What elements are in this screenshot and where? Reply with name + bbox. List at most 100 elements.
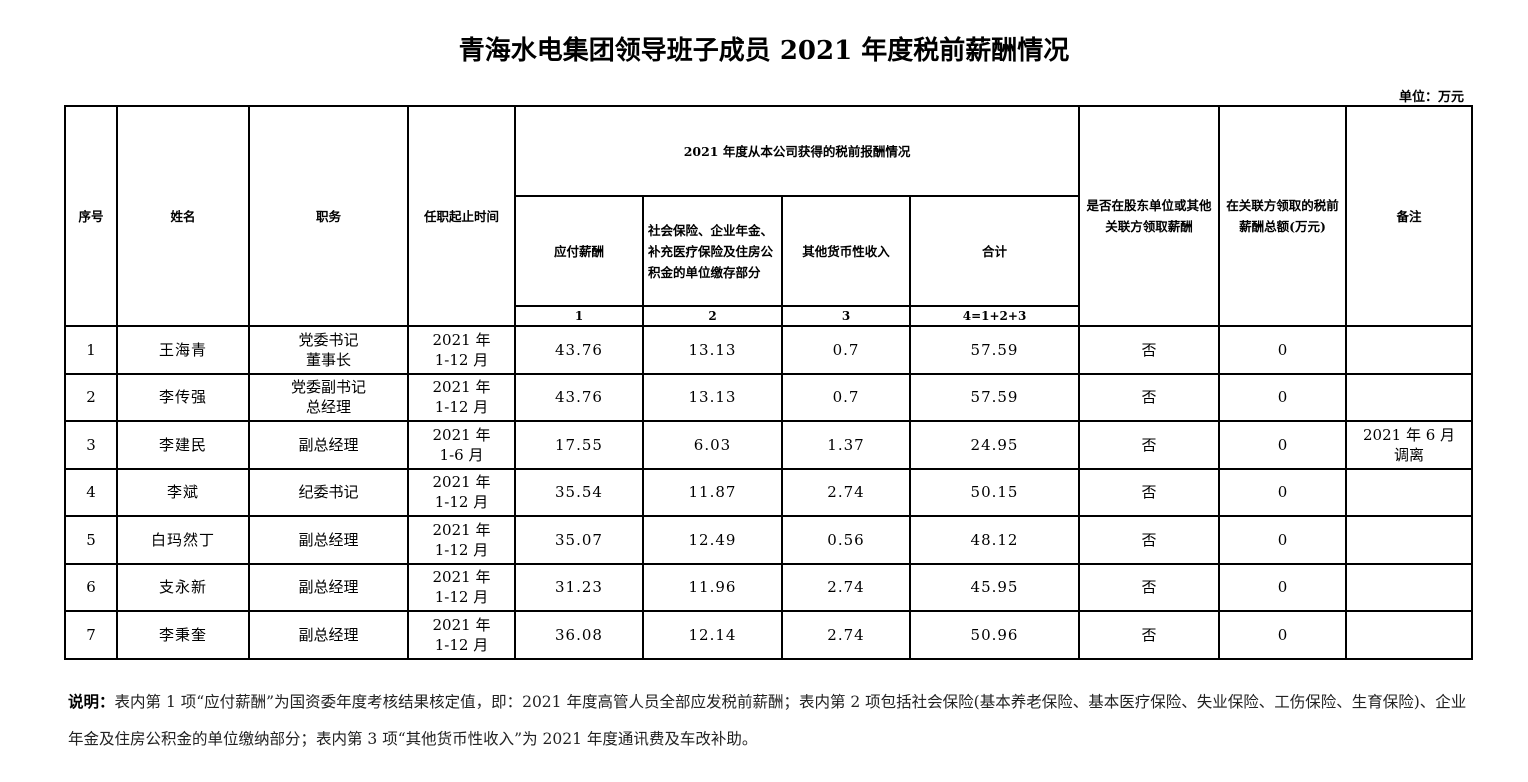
table-row: 4 李斌 纪委书记 2021 年 1-12 月 35.54 11.87 2.74 50.15 否 0: [64, 467, 1474, 517]
cell-name: 李传强: [116, 372, 250, 422]
cell-term-line-1: 2021 年: [432, 568, 491, 587]
cell-related: 否: [1078, 420, 1221, 470]
cell-name: 李斌: [116, 467, 250, 517]
header-insurance: 社会保险、企业年金、补充医疗保险及住房公积金的单位缴存部分: [642, 195, 783, 307]
cell-related: 否: [1078, 562, 1221, 612]
cell-related-amount: 0: [1218, 467, 1348, 517]
note-text: 表内第 1 项“应付薪酬”为国资委年度考核结果核定值，即：2021 年度高管人员…: [68, 693, 1467, 748]
cell-position-line-2: 总经理: [305, 398, 351, 417]
header-other: 其他货币性收入: [781, 195, 911, 307]
header-total: 合计: [908, 195, 1081, 307]
header-term: 任职起止时间: [407, 105, 516, 327]
cell-salary: 35.07: [514, 515, 644, 565]
cell-salary: 17.55: [514, 420, 644, 470]
table-row: 6 支永新 副总经理 2021 年 1-12 月 31.23 11.96 2.74 45.95 否…: [64, 562, 1474, 612]
cell-total: 57.59: [908, 325, 1081, 375]
cell-related: 否: [1078, 515, 1221, 565]
cell-term-line-2: 1-12 月: [434, 398, 489, 417]
header-name: 姓名: [116, 105, 250, 327]
cell-term-line-2: 1-12 月: [434, 588, 489, 607]
cell-term: 2021 年 1-12 月: [407, 515, 516, 565]
cell-related-amount: 0: [1218, 515, 1348, 565]
cell-position: 党委副书记 总经理: [248, 372, 409, 422]
table-row: 3 李建民 副总经理 2021 年 1-6 月 17.55 6.03 1.37 24.95 否 0 2…: [64, 420, 1474, 470]
cell-position: 党委书记 董事长: [248, 325, 409, 375]
cell-index: 2: [64, 372, 118, 422]
cell-term-line-1: 2021 年: [432, 615, 491, 634]
cell-other: 1.37: [781, 420, 911, 470]
cell-name: 支永新: [116, 562, 250, 612]
cell-insurance: 11.87: [642, 467, 783, 517]
cell-term-line-2: 1-12 月: [434, 635, 489, 654]
cell-related-amount: 0: [1218, 562, 1348, 612]
header-position: 职务: [248, 105, 409, 327]
cell-salary: 35.54: [514, 467, 644, 517]
cell-other: 2.74: [781, 467, 911, 517]
cell-insurance: 11.96: [642, 562, 783, 612]
cell-position: 副总经理: [248, 420, 409, 470]
cell-term: 2021 年 1-6 月: [407, 420, 516, 470]
cell-related: 否: [1078, 372, 1221, 422]
cell-remark: [1345, 372, 1474, 422]
cell-term-line-2: 1-12 月: [434, 540, 489, 559]
cell-insurance: 13.13: [642, 372, 783, 422]
cell-index: 4: [64, 467, 118, 517]
cell-remark: 2021 年 6 月调离: [1345, 420, 1474, 470]
cell-term: 2021 年 1-12 月: [407, 372, 516, 422]
cell-total: 48.12: [908, 515, 1081, 565]
cell-remark: [1345, 467, 1474, 517]
cell-position-line-1: 副总经理: [298, 435, 359, 454]
cell-term: 2021 年 1-12 月: [407, 610, 516, 660]
cell-other: 0.7: [781, 372, 911, 422]
cell-remark: [1345, 562, 1474, 612]
header-index: 序号: [64, 105, 118, 327]
cell-term: 2021 年 1-12 月: [407, 325, 516, 375]
cell-related: 否: [1078, 610, 1221, 660]
cell-position-line-1: 党委副书记: [290, 378, 366, 397]
cell-other: 2.74: [781, 610, 911, 660]
cell-total: 50.96: [908, 610, 1081, 660]
cell-salary: 43.76: [514, 372, 644, 422]
header-num-2: 2: [642, 305, 783, 327]
cell-name: 李建民: [116, 420, 250, 470]
cell-related-amount: 0: [1218, 372, 1348, 422]
cell-related: 否: [1078, 467, 1221, 517]
unit-label: 单位：万元: [1398, 90, 1464, 105]
table-row: 2 李传强 党委副书记 总经理 2021 年 1-12 月 43.76 13.13 0.7 57.…: [64, 372, 1474, 422]
cell-term-line-1: 2021 年: [432, 330, 491, 349]
header-num-4: 4=1+2+3: [908, 305, 1081, 327]
explanation-note: 说明：表内第 1 项“应付薪酬”为国资委年度考核结果核定值，即：2021 年度高…: [68, 683, 1478, 758]
cell-position-line-1: 党委书记: [298, 330, 359, 349]
cell-other: 0.56: [781, 515, 911, 565]
cell-other: 0.7: [781, 325, 911, 375]
cell-remark: [1345, 515, 1474, 565]
cell-total: 57.59: [908, 372, 1081, 422]
cell-position: 纪委书记: [248, 467, 409, 517]
cell-name: 王海青: [116, 325, 250, 375]
header-group: 2021 年度从本公司获得的税前报酬情况: [513, 105, 1081, 197]
header-remark: 备注: [1345, 105, 1474, 327]
cell-term-line-2: 1-12 月: [434, 350, 489, 369]
cell-index: 7: [64, 610, 118, 660]
cell-insurance: 13.13: [642, 325, 783, 375]
cell-salary: 43.76: [514, 325, 644, 375]
cell-salary: 31.23: [514, 562, 644, 612]
cell-insurance: 12.49: [642, 515, 783, 565]
cell-related: 否: [1078, 325, 1221, 375]
header-num-3: 3: [781, 305, 911, 327]
cell-position: 副总经理: [248, 515, 409, 565]
cell-position-line-1: 副总经理: [298, 625, 359, 644]
cell-insurance: 12.14: [642, 610, 783, 660]
cell-index: 3: [64, 420, 118, 470]
cell-related-amount: 0: [1218, 610, 1348, 660]
cell-related-amount: 0: [1218, 325, 1348, 375]
cell-name: 李秉奎: [116, 610, 250, 660]
cell-total: 50.15: [908, 467, 1081, 517]
table-row: 1 王海青 党委书记 董事长 2021 年 1-12 月 43.76 13.13 0.7 57.5…: [64, 325, 1474, 375]
cell-salary: 36.08: [514, 610, 644, 660]
cell-term-line-2: 1-6 月: [439, 445, 484, 464]
table-row: 7 李秉奎 副总经理 2021 年 1-12 月 36.08 12.14 2.74 50.96 否…: [64, 610, 1474, 660]
cell-term: 2021 年 1-12 月: [407, 562, 516, 612]
cell-position: 副总经理: [248, 562, 409, 612]
cell-term-line-1: 2021 年: [432, 425, 491, 444]
